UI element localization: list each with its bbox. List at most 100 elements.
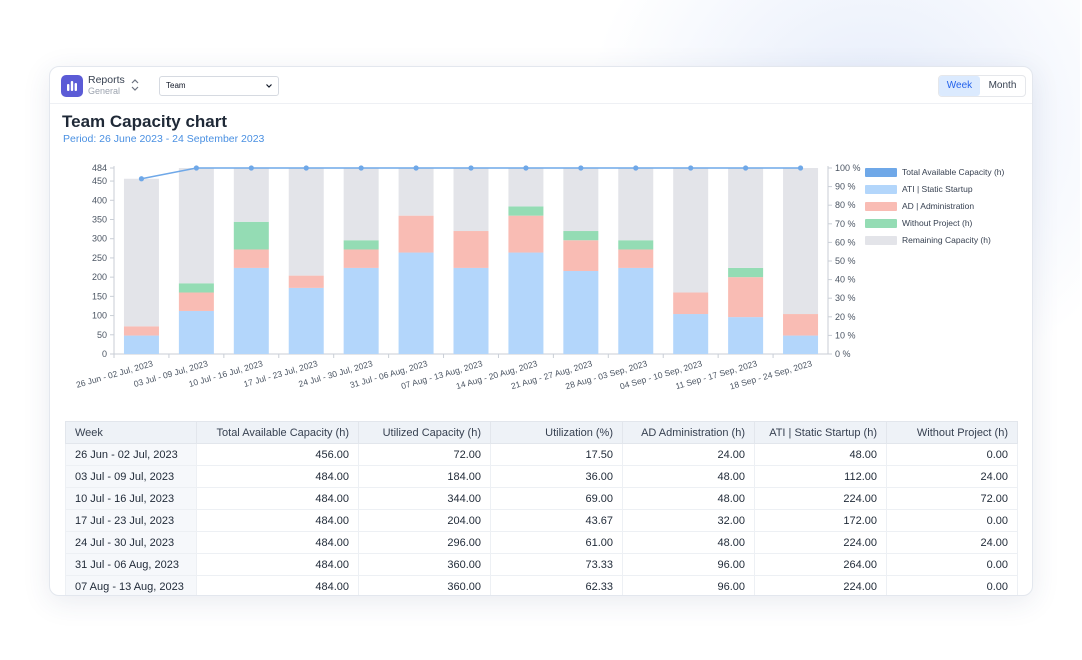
period-toggle: Week Month xyxy=(938,75,1026,97)
y2-tick-label: 50 % xyxy=(835,256,856,266)
capacity-table: Week Total Available Capacity (h) Utiliz… xyxy=(65,421,1018,595)
column-header-total-capacity[interactable]: Total Available Capacity (h) xyxy=(196,421,359,444)
bar-segment xyxy=(563,270,599,354)
total-capacity-point xyxy=(743,165,749,171)
switch-chevrons-icon[interactable] xyxy=(130,78,140,92)
cell-utilized: 204.00 xyxy=(358,509,491,532)
team-select[interactable]: Team xyxy=(159,76,279,96)
total-capacity-point xyxy=(138,176,145,182)
bar-segment xyxy=(508,215,544,253)
app-name: Reports xyxy=(88,74,125,86)
table-row: 10 Jul - 16 Jul, 2023 484.00 344.00 69.0… xyxy=(65,487,1018,510)
y-tick-label: 200 xyxy=(92,272,107,282)
bar-segment xyxy=(728,267,764,278)
total-capacity-point xyxy=(797,165,804,171)
cell-ati: 264.00 xyxy=(754,553,887,576)
bar-segment xyxy=(123,178,159,327)
legend-label: Total Available Capacity (h) xyxy=(902,167,1005,177)
column-header-ad[interactable]: AD Administration (h) xyxy=(622,421,755,444)
cell-total-capacity: 484.00 xyxy=(196,553,359,576)
cell-utilization: 73.33 xyxy=(490,553,623,576)
cell-ati: 48.00 xyxy=(754,443,887,466)
bar-segment xyxy=(233,267,269,354)
cell-without-project: 24.00 xyxy=(886,465,1018,488)
cell-utilization: 61.00 xyxy=(490,531,623,554)
table-row: 03 Jul - 09 Jul, 2023 484.00 184.00 36.0… xyxy=(65,465,1018,488)
cell-total-capacity: 456.00 xyxy=(196,443,359,466)
reports-app-icon[interactable] xyxy=(61,75,83,97)
bar-segment xyxy=(288,287,324,354)
y-tick-label: 400 xyxy=(92,195,107,205)
cell-utilization: 43.67 xyxy=(490,509,623,532)
bar-segment xyxy=(618,267,654,354)
y-tick-label: 484 xyxy=(92,163,107,173)
cell-total-capacity: 484.00 xyxy=(196,487,359,510)
legend-swatch xyxy=(865,219,897,228)
column-header-ati[interactable]: ATI | Static Startup (h) xyxy=(754,421,887,444)
cell-utilized: 360.00 xyxy=(358,553,491,576)
cell-utilized: 344.00 xyxy=(358,487,491,510)
bar-segment xyxy=(233,168,269,222)
bar-segment xyxy=(178,168,214,284)
cell-ati: 172.00 xyxy=(754,509,887,532)
cell-week: 03 Jul - 09 Jul, 2023 xyxy=(65,465,197,488)
bar-segment xyxy=(123,326,159,336)
cell-without-project: 0.00 xyxy=(886,575,1018,595)
y-tick-label: 250 xyxy=(92,253,107,263)
capacity-chart: 0 50 100 150 200 250 300 350 400 450 484 0 % 10 % 20 … xyxy=(75,163,861,391)
y2-tick-label: 70 % xyxy=(835,219,856,229)
cell-week: 10 Jul - 16 Jul, 2023 xyxy=(65,487,197,510)
month-toggle-button[interactable]: Month xyxy=(988,80,1017,91)
column-header-utilization[interactable]: Utilization (%) xyxy=(490,421,623,444)
y2-tick-label: 30 % xyxy=(835,293,856,303)
bar-segment xyxy=(783,168,819,315)
y2-tick-label: 10 % xyxy=(835,330,856,340)
bar-segment xyxy=(123,335,159,354)
week-toggle-button[interactable]: Week xyxy=(939,76,980,96)
bar-segment xyxy=(618,240,654,250)
app-subtitle: General xyxy=(88,86,121,96)
y2-tick-label: 40 % xyxy=(835,275,856,285)
cell-utilized: 296.00 xyxy=(358,531,491,554)
cell-week: 31 Jul - 06 Aug, 2023 xyxy=(65,553,197,576)
cell-utilized: 72.00 xyxy=(358,443,491,466)
bar-segment xyxy=(233,249,269,268)
total-capacity-point xyxy=(193,165,199,171)
bar-segment xyxy=(288,275,324,288)
cell-total-capacity: 484.00 xyxy=(196,575,359,595)
bar-segment xyxy=(728,317,764,354)
bar-segment xyxy=(728,277,764,318)
y2-tick-label: 100 % xyxy=(835,163,861,173)
total-capacity-point xyxy=(303,165,309,171)
bar-segment xyxy=(288,168,324,276)
column-header-utilized[interactable]: Utilized Capacity (h) xyxy=(358,421,491,444)
column-header-without-project[interactable]: Without Project (h) xyxy=(886,421,1018,444)
cell-without-project: 72.00 xyxy=(886,487,1018,510)
cell-ad: 96.00 xyxy=(622,553,755,576)
cell-without-project: 0.00 xyxy=(886,443,1018,466)
cell-ad: 48.00 xyxy=(622,465,755,488)
bar-segment xyxy=(233,221,269,250)
column-header-week[interactable]: Week xyxy=(65,421,197,444)
bar-segment xyxy=(343,168,379,241)
legend-swatch xyxy=(865,236,897,245)
cell-week: 07 Aug - 13 Aug, 2023 xyxy=(65,575,197,595)
total-capacity-point xyxy=(248,165,254,171)
y-tick-label: 450 xyxy=(92,176,107,186)
legend-swatch xyxy=(865,202,897,211)
cell-utilization: 69.00 xyxy=(490,487,623,510)
cell-utilization: 17.50 xyxy=(490,443,623,466)
total-capacity-point xyxy=(633,165,639,171)
cell-week: 17 Jul - 23 Jul, 2023 xyxy=(65,509,197,532)
legend-swatch xyxy=(865,185,897,194)
bar-segment xyxy=(783,335,819,354)
legend-label: Remaining Capacity (h) xyxy=(902,235,991,245)
bar-segment xyxy=(453,168,489,232)
y-tick-label: 50 xyxy=(97,330,107,340)
table-row: 26 Jun - 02 Jul, 2023 456.00 72.00 17.50… xyxy=(65,443,1018,466)
cell-without-project: 24.00 xyxy=(886,531,1018,554)
bar-segment xyxy=(398,252,434,354)
top-toolbar: Reports General Team Week Month xyxy=(50,67,1032,104)
y-tick-label: 100 xyxy=(92,311,107,321)
table-header-row: Week Total Available Capacity (h) Utiliz… xyxy=(65,421,1018,444)
